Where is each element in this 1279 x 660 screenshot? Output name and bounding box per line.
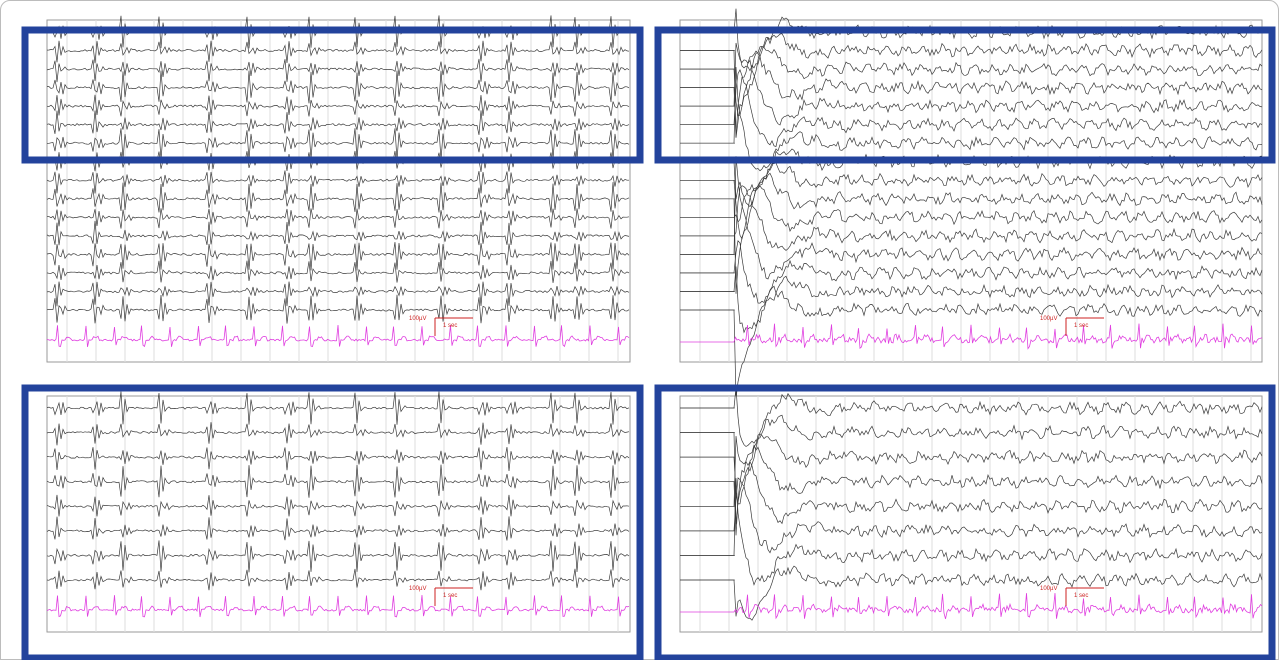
- eeg-trace: [46, 220, 630, 246]
- scale-time-label: 1 sec: [1074, 593, 1088, 599]
- eeg-trace: [46, 110, 630, 135]
- eeg-trace: [680, 185, 1263, 251]
- highlight-box-top-left: [21, 26, 644, 164]
- eeg-trace: [46, 568, 630, 591]
- eeg-trace: [680, 162, 1263, 240]
- highlight-box-bottom-left: [21, 384, 644, 660]
- eeg-trace: [680, 477, 1263, 554]
- scale-time-label: 1 sec: [1074, 323, 1088, 329]
- eeg-trace: [46, 40, 630, 64]
- panel-bottom-left: [46, 395, 631, 633]
- eeg-trace: [680, 478, 1263, 586]
- eeg-trace: [46, 516, 630, 541]
- eeg-trace: [46, 464, 630, 498]
- eeg-trace: [680, 69, 1263, 147]
- scale-amplitude-label: 100µV: [409, 316, 426, 322]
- eeg-trace: [680, 172, 1263, 294]
- eeg-trace: [46, 540, 630, 573]
- eeg-trace: [680, 46, 1263, 116]
- eeg-trace: [46, 391, 630, 425]
- highlight-box-bottom-right: [654, 384, 1276, 660]
- eeg-trace: [46, 182, 630, 213]
- eeg-trace: [680, 444, 1263, 536]
- scale-amplitude-label: 100µV: [409, 586, 426, 592]
- scale-amplitude-label: 100µV: [1040, 586, 1057, 592]
- eeg-trace: [680, 433, 1263, 505]
- highlight-box-top-right: [654, 26, 1276, 164]
- panel-bottom-right: [679, 395, 1263, 633]
- eeg-trace: [47, 128, 630, 161]
- eeg-trace: [46, 494, 630, 517]
- scale-time-label: 1 sec: [443, 323, 457, 329]
- eeg-trace: [680, 66, 1263, 172]
- panel-top-left: [46, 19, 631, 363]
- eeg-trace: [46, 422, 630, 446]
- eeg-trace: [680, 565, 1263, 621]
- eeg-trace: [46, 70, 630, 104]
- eeg-trace: [46, 260, 630, 283]
- eeg-trace: [46, 242, 630, 271]
- eeg-trace: [680, 266, 1263, 334]
- scale-amplitude-label: 100µV: [1040, 316, 1057, 322]
- ecg-trace: [680, 323, 1263, 350]
- eeg-trace: [46, 281, 630, 307]
- eeg-trace: [46, 94, 630, 117]
- ecg-trace: [46, 324, 630, 348]
- eeg-trace: [46, 58, 630, 83]
- ecg-trace: [46, 595, 630, 618]
- eeg-trace: [46, 170, 629, 194]
- scale-time-label: 1 sec: [443, 593, 457, 599]
- ecg-trace: [680, 593, 1263, 620]
- eeg-trace: [680, 33, 1263, 138]
- eeg-trace: [680, 50, 1263, 138]
- eeg-trace: [46, 447, 630, 472]
- eeg-trace: [680, 414, 1263, 525]
- eeg-trace: [680, 183, 1263, 233]
- eeg-trace: [680, 42, 1263, 126]
- eeg-trace: [46, 208, 630, 229]
- eeg-trace: [680, 290, 1263, 399]
- eeg-trace: [680, 240, 1263, 304]
- eeg-trace: [680, 436, 1263, 525]
- eeg-trace: [46, 294, 630, 324]
- eeg-trace: [680, 156, 1263, 280]
- eeg-trace: [680, 387, 1263, 447]
